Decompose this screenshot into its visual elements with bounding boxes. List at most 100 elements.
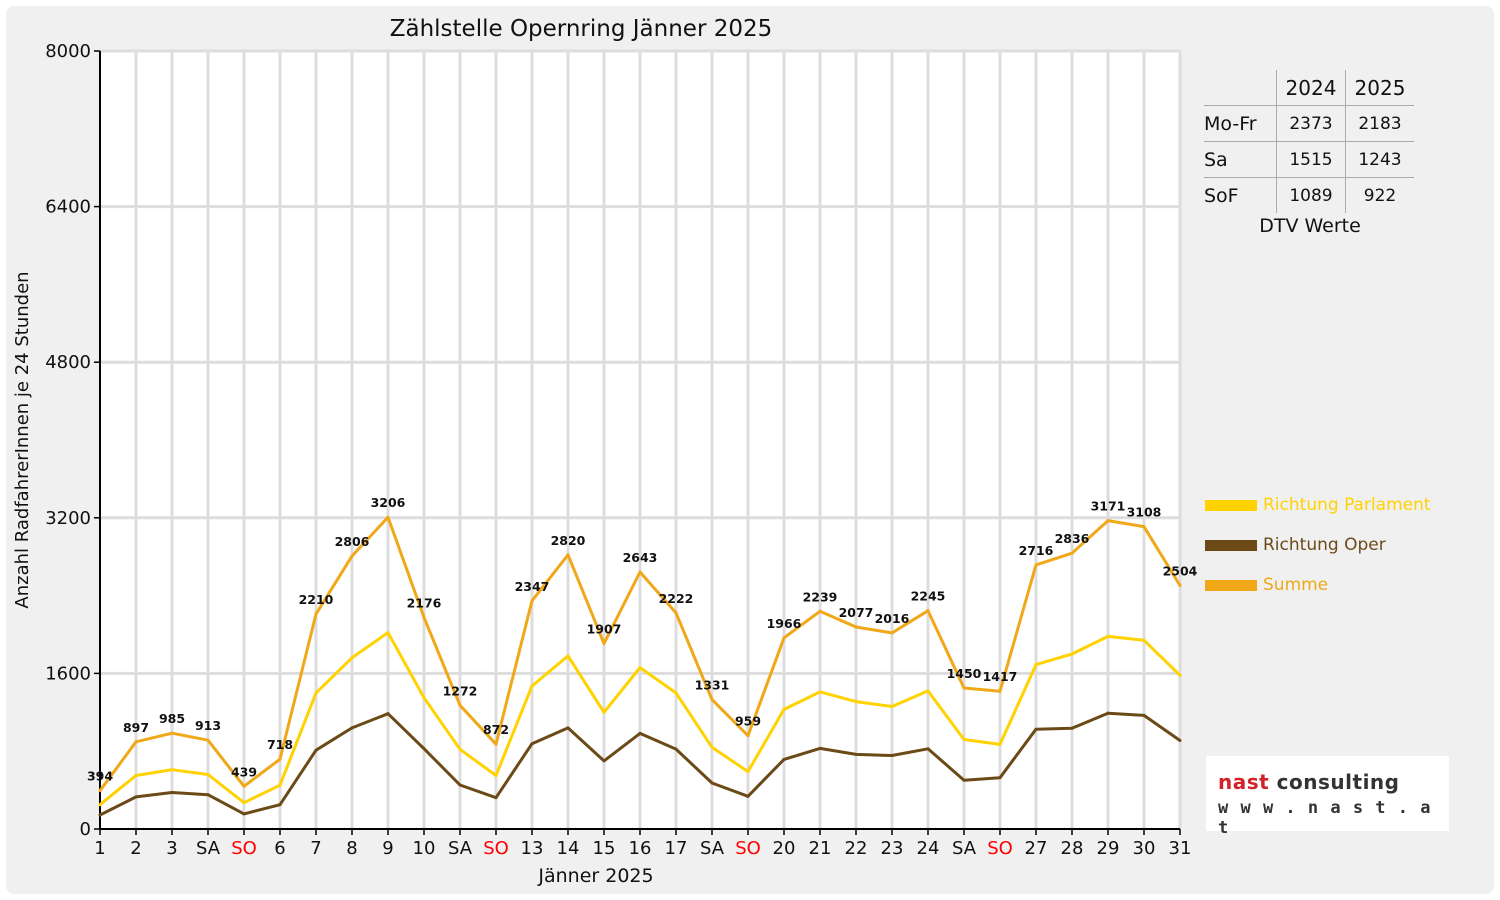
data-point	[134, 774, 138, 778]
data-point	[710, 745, 714, 749]
x-tick-label: SA	[196, 838, 221, 859]
data-point	[314, 691, 318, 695]
y-axis-title: Anzahl RadfahrerInnen je 24 Stunden	[12, 271, 33, 608]
data-point	[350, 726, 354, 730]
data-point	[530, 684, 534, 688]
x-tick-label: 21	[809, 838, 832, 859]
data-point	[422, 615, 426, 619]
data-point	[746, 734, 750, 738]
x-tick-label: SO	[987, 838, 1013, 859]
data-point	[278, 803, 282, 807]
data-label: 2245	[911, 589, 946, 604]
data-point	[98, 803, 102, 807]
data-point	[998, 689, 1002, 693]
data-point	[854, 700, 858, 704]
dtv-value: 1089	[1276, 177, 1346, 213]
data-point	[602, 642, 606, 646]
legend-item-parlament: Richtung Parlament	[1205, 495, 1431, 515]
data-point	[278, 757, 282, 761]
data-point	[386, 631, 390, 635]
x-tick-label: 15	[593, 838, 616, 859]
x-tick-label: 23	[881, 838, 904, 859]
data-point	[1106, 519, 1110, 523]
data-point	[386, 515, 390, 519]
data-point	[98, 789, 102, 793]
dtv-col-2024: 2024	[1276, 70, 1346, 106]
dtv-value: 2183	[1345, 105, 1414, 142]
data-label: 2806	[335, 534, 370, 549]
x-axis-title: Jänner 2025	[537, 865, 653, 887]
logo-url: w w w . n a s t . a t	[1218, 798, 1432, 838]
data-point	[926, 609, 930, 613]
data-point	[1070, 726, 1074, 730]
data-point	[458, 747, 462, 751]
y-tick-label: 4800	[45, 352, 91, 373]
data-label: 872	[483, 722, 509, 737]
data-point	[314, 612, 318, 616]
logo-word-consulting: consulting	[1276, 770, 1400, 794]
data-point	[782, 636, 786, 640]
data-label: 2836	[1055, 531, 1090, 546]
data-point	[638, 570, 642, 574]
data-point	[962, 738, 966, 742]
dtv-table: 2024 2025 Mo-Fr 2373 2183 Sa 1515 1243 S…	[1204, 70, 1419, 213]
data-point	[962, 778, 966, 782]
data-label: 1331	[695, 678, 730, 693]
data-point	[350, 554, 354, 558]
x-tick-label: 3	[166, 838, 177, 859]
x-tick-label: 6	[274, 838, 285, 859]
data-point	[674, 691, 678, 695]
data-point	[782, 757, 786, 761]
data-label: 2176	[407, 595, 442, 610]
data-label: 985	[159, 711, 185, 726]
data-point	[566, 553, 570, 557]
data-point	[926, 689, 930, 693]
legend-label: Richtung Parlament	[1263, 495, 1431, 515]
data-point	[674, 747, 678, 751]
data-point	[890, 753, 894, 757]
data-point	[926, 747, 930, 751]
logo-word-nast: nast	[1218, 770, 1270, 794]
legend-label: Summe	[1263, 575, 1329, 595]
dtv-caption: DTV Werte	[1259, 215, 1361, 237]
x-tick-label: 9	[382, 838, 393, 859]
x-tick-label: 14	[557, 838, 580, 859]
data-point	[746, 794, 750, 798]
data-point	[854, 752, 858, 756]
data-point	[314, 748, 318, 752]
x-tick-label: 27	[1025, 838, 1048, 859]
data-point	[602, 759, 606, 763]
data-point	[818, 609, 822, 613]
data-label: 913	[195, 718, 221, 733]
x-tick-label: 16	[629, 838, 652, 859]
dtv-value: 1243	[1345, 141, 1414, 178]
data-point	[1142, 713, 1146, 717]
x-tick-label: 8	[346, 838, 357, 859]
dtv-col-2025: 2025	[1354, 75, 1406, 100]
data-point	[710, 781, 714, 785]
legend-label: Richtung Oper	[1263, 535, 1386, 555]
data-point	[458, 783, 462, 787]
data-point	[350, 656, 354, 660]
data-label: 1417	[983, 669, 1018, 684]
data-point	[170, 768, 174, 772]
x-tick-label: SA	[700, 838, 725, 859]
data-point	[530, 742, 534, 746]
dtv-value: 922	[1345, 177, 1414, 213]
data-label: 2016	[875, 611, 910, 626]
data-point	[494, 742, 498, 746]
data-point	[854, 625, 858, 629]
data-label: 1450	[947, 666, 982, 681]
x-tick-label: 7	[310, 838, 321, 859]
y-tick-label: 3200	[45, 508, 91, 529]
data-label: 2222	[659, 591, 694, 606]
data-point	[206, 793, 210, 797]
data-point	[422, 747, 426, 751]
data-point	[710, 698, 714, 702]
x-tick-label: 31	[1169, 838, 1192, 859]
data-point	[386, 712, 390, 716]
dtv-row-label: Sa	[1204, 141, 1277, 178]
x-tick-label: 1	[94, 838, 105, 859]
data-label: 2643	[623, 550, 658, 565]
